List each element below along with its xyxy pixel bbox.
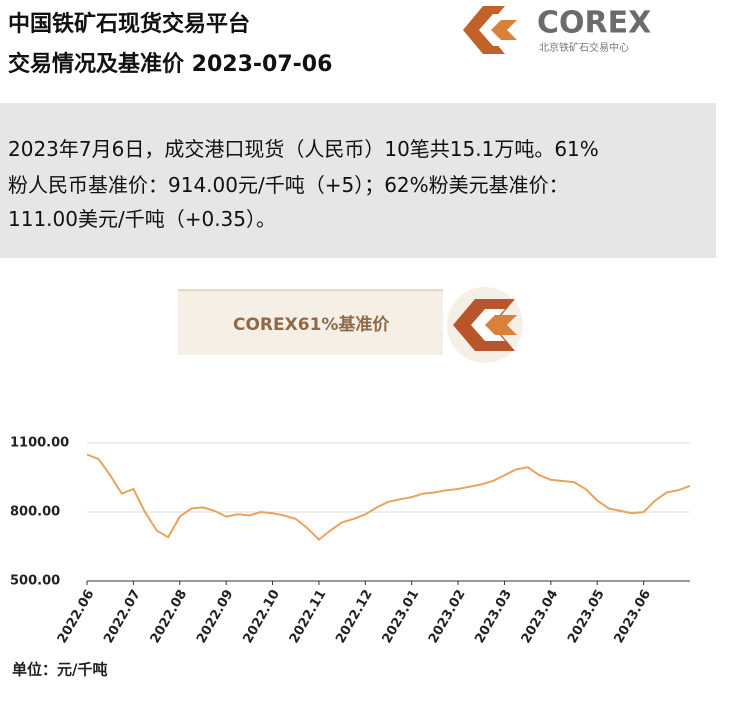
x-tick-label: 2022.12 [333, 587, 376, 646]
banner-icon [485, 315, 517, 335]
logo: COREX 北京铁矿石交易中心 [463, 6, 651, 54]
x-tick-label: 2023.04 [519, 587, 562, 646]
banner-bg [178, 290, 443, 355]
data-line [86, 453, 691, 541]
x-tick-label: 2022.10 [240, 587, 283, 646]
summary-line: 粉人民币基准价：914.00元/千吨（+5）；62%粉美元基准价： [8, 173, 569, 197]
banner-text: COREX61%基准价 [233, 314, 390, 335]
header-subtitle: 交易情况及基准价 2023-07-06 [8, 52, 333, 77]
y-tick-label: 1100.00 [10, 436, 69, 451]
summary-box [0, 103, 716, 258]
summary-line: 2023年7月6日，成交港口现货（人民币）10笔共15.1万吨。61% [8, 137, 599, 161]
x-tick-label: 2022.07 [101, 587, 144, 646]
x-tick-label: 2023.01 [380, 587, 423, 646]
y-tick-label: 800.00 [10, 505, 60, 520]
logo-icon [491, 20, 517, 40]
logo-subtext: 北京铁矿石交易中心 [539, 41, 629, 54]
x-tick-label: 2022.11 [287, 587, 330, 646]
x-tick-label: 2022.08 [148, 587, 191, 646]
x-tick-label: 2022.06 [55, 587, 98, 646]
unit-label: 单位：元/千吨 [12, 661, 107, 679]
x-tick-label: 2023.06 [612, 587, 655, 646]
header-title: 中国铁矿石现货交易平台 [8, 12, 251, 37]
banner: COREX61%基准价 [178, 287, 523, 363]
logo-text: COREX [537, 6, 651, 41]
x-tick-label: 2023.03 [472, 587, 515, 646]
x-tick-label: 2023.02 [426, 587, 469, 646]
y-tick-label: 500.00 [10, 574, 60, 589]
x-tick-label: 2023.05 [565, 587, 608, 646]
x-tick-label: 2022.09 [194, 587, 237, 646]
summary-line: 111.00美元/千吨（+0.35）。 [8, 207, 277, 231]
